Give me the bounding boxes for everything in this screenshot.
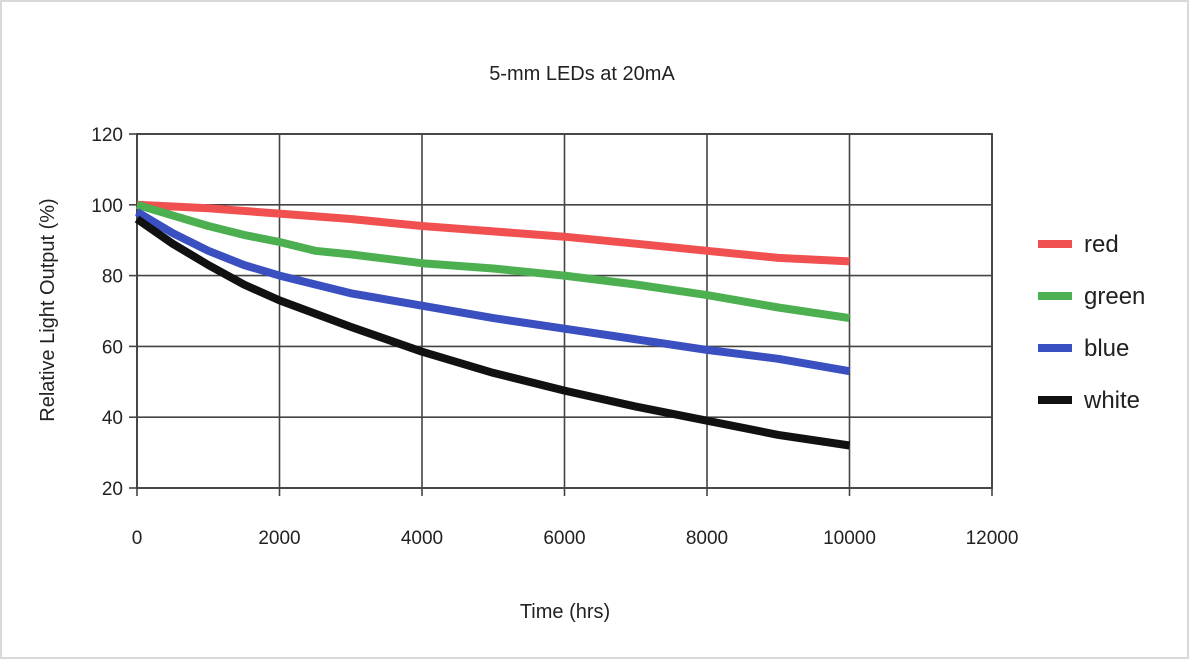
y-tick-label: 60 [102, 337, 123, 358]
x-tick-label: 4000 [401, 528, 443, 549]
legend-label-green: green [1084, 283, 1145, 310]
legend: red green blue white [1038, 231, 1145, 414]
y-tick-label: 40 [102, 408, 123, 429]
grid [136, 133, 993, 489]
legend-label-red: red [1084, 231, 1119, 258]
x-tick-label: 12000 [966, 528, 1019, 549]
y-tick-label: 120 [91, 125, 123, 146]
y-tick-label: 100 [91, 196, 123, 217]
series-lines [134, 200, 851, 450]
y-tick-label: 20 [102, 479, 123, 500]
x-tick-label: 10000 [823, 528, 876, 549]
x-axis-ticks: 0 2000 4000 6000 8000 10000 12000 [132, 488, 1019, 549]
series-line-red [136, 200, 850, 266]
y-axis-ticks: 20 40 60 80 100 120 [91, 125, 137, 500]
x-tick-label: 6000 [543, 528, 585, 549]
series-line-blue [134, 208, 851, 376]
legend-label-blue: blue [1084, 335, 1129, 362]
legend-label-white: white [1083, 387, 1140, 414]
y-axis-label: Relative Light Output (%) [37, 198, 59, 421]
chart-title: 5-mm LEDs at 20mA [489, 63, 675, 85]
y-tick-label: 80 [102, 267, 123, 288]
x-tick-label: 8000 [686, 528, 728, 549]
x-tick-label: 0 [132, 528, 143, 549]
series-line-green [135, 200, 851, 323]
x-axis-label: Time (hrs) [520, 601, 610, 623]
x-tick-label: 2000 [258, 528, 300, 549]
series-line-white [134, 215, 851, 450]
